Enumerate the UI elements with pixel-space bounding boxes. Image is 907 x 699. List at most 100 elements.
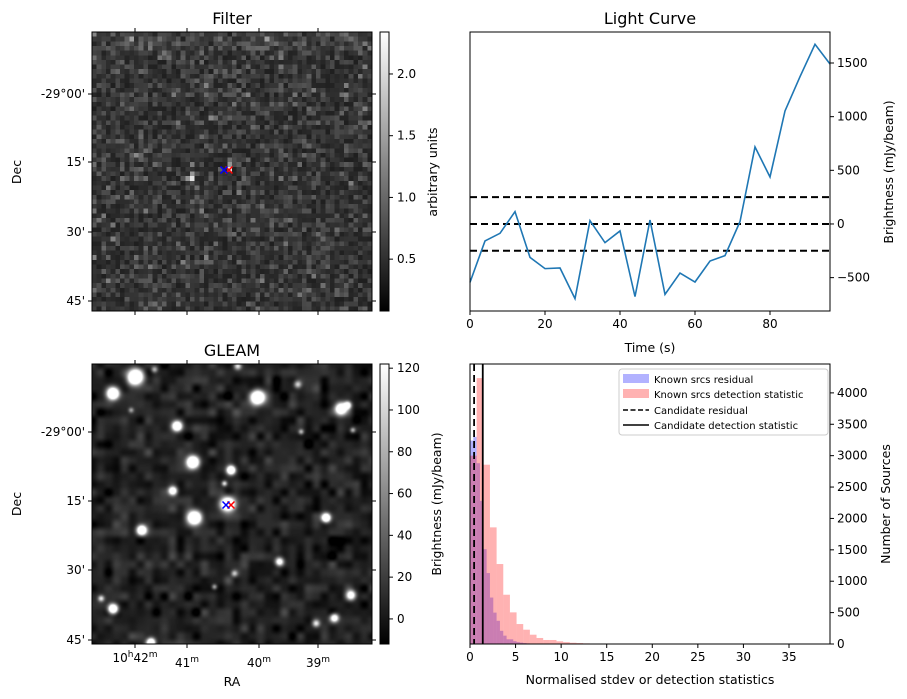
residual-hist-bar: [496, 620, 500, 644]
residual-hist-bar: [519, 642, 524, 644]
legend-label-candidate-residual: Candidate residual: [654, 406, 748, 417]
residual-hist-bar: [493, 612, 497, 644]
residual-hist-bar: [470, 440, 474, 644]
legend-label-detection: Known srcs detection statistic: [654, 390, 803, 401]
colorbar-tick-label: 20: [397, 570, 412, 584]
x-tick-label: 80: [762, 317, 777, 331]
detection-hist-bar: [489, 527, 497, 644]
ra-tick-part: 10: [112, 651, 127, 665]
filter-colorbar-label: arbitrary units: [425, 127, 440, 216]
detection-hist-bar: [536, 637, 544, 644]
dec-tick-label: 45': [66, 633, 85, 647]
dec-tick-label: 15': [66, 494, 85, 508]
residual-hist-bar: [499, 630, 504, 644]
colorbar-tick-label: 2.0: [397, 67, 416, 81]
legend-swatch-residual: [623, 374, 649, 383]
residual-hist-bar: [489, 597, 494, 644]
ra-tick-part: 42: [133, 651, 148, 665]
ra-tick-part: 40: [247, 656, 262, 670]
histogram-ylabel: Number of Sources: [878, 444, 893, 564]
histogram-axes-frame: [469, 363, 831, 645]
histogram-legend: Known srcs residual Known srcs detection…: [618, 368, 829, 436]
colorbar-tick-label: 0.5: [397, 252, 416, 266]
residual-hist-bar: [503, 635, 507, 644]
dec-tick-label: 30': [66, 563, 85, 577]
residual-hist-bar: [509, 639, 514, 644]
y-tick-label: 4000: [837, 386, 868, 400]
y-tick-label: 2500: [837, 480, 868, 494]
ra-tick-part: m: [262, 655, 271, 665]
detection-hist-bar: [523, 629, 530, 644]
filter-axes-frame: [91, 31, 373, 312]
ra-tick-part: m: [321, 655, 330, 665]
lightcurve-xlabel: Time (s): [624, 340, 676, 355]
gleam-title: GLEAM: [204, 341, 260, 360]
ra-tick-label: 41m: [175, 655, 199, 670]
colorbar-tick-label: 100: [397, 403, 420, 417]
y-tick-label: −500: [837, 271, 870, 285]
legend-swatch-detection: [623, 389, 649, 398]
light-curve-line: [469, 42, 831, 302]
colorbar-tick-label: 40: [397, 528, 412, 542]
x-tick-label: 15: [599, 650, 614, 664]
colorbar-tick-label: 0: [397, 612, 405, 626]
x-tick-label: 35: [781, 650, 796, 664]
residual-hist-bar: [476, 463, 480, 644]
colorbar-tick-label: 1.5: [397, 129, 416, 143]
legend-label-candidate-detection: Candidate detection statistic: [654, 421, 798, 432]
y-tick-label: 1000: [837, 110, 868, 124]
candidate-position-marker: [219, 165, 229, 175]
dec-tick-label: -29°00': [41, 87, 85, 101]
x-tick-label: 20: [537, 317, 552, 331]
ra-tick-part: m: [149, 650, 158, 660]
y-tick-label: 2000: [837, 511, 868, 525]
ra-tick-label: 10h42m: [112, 650, 157, 665]
gleam-colorbar-label: Brightness (mJy/beam): [429, 432, 444, 575]
gleam-colorbar: [379, 363, 390, 645]
gleam-dec-label: Dec: [9, 492, 24, 516]
histogram-xlabel: Normalised stdev or detection statistics: [526, 672, 775, 687]
x-tick-label: 20: [645, 650, 660, 664]
y-tick-label: 500: [837, 606, 860, 620]
colorbar-tick-label: 1.0: [397, 190, 416, 204]
y-tick-label: 0: [837, 217, 845, 231]
candidate-position-marker: [221, 500, 231, 510]
detection-hist-bar: [569, 642, 577, 644]
dec-tick-label: 15': [66, 155, 85, 169]
colorbar-tick-label: 60: [397, 487, 412, 501]
ra-tick-part: 41: [175, 656, 190, 670]
residual-hist-bar: [479, 500, 484, 644]
x-tick-label: 60: [687, 317, 702, 331]
gleam-axes-frame: [91, 363, 373, 645]
y-tick-label: 1500: [837, 543, 868, 557]
residual-hist-bar: [506, 639, 510, 644]
filter-title: Filter: [212, 9, 252, 28]
gleam-ra-label: RA: [224, 674, 241, 689]
x-tick-label: 40: [612, 317, 627, 331]
filter-image: [92, 32, 372, 311]
x-tick-label: 0: [466, 317, 474, 331]
legend-label-residual: Known srcs residual: [654, 375, 753, 386]
filter-dec-label: Dec: [9, 160, 24, 184]
x-tick-label: 30: [736, 650, 751, 664]
y-tick-label: 0: [837, 637, 845, 651]
residual-hist-bar: [516, 642, 520, 644]
lightcurve-axes-frame: [469, 31, 831, 312]
residual-hist-bar: [486, 573, 490, 644]
ra-tick-part: m: [190, 655, 199, 665]
colorbar-tick-label: 80: [397, 445, 412, 459]
residual-hist-bar: [483, 549, 487, 644]
y-tick-label: 500: [837, 163, 860, 177]
y-tick-label: 3000: [837, 449, 868, 463]
x-tick-label: 0: [466, 650, 474, 664]
detection-hist-bar: [556, 641, 564, 644]
detection-hist-bar: [483, 464, 490, 644]
x-tick-label: 10: [553, 650, 568, 664]
dec-tick-label: 30': [66, 225, 85, 239]
filter-colorbar: [379, 31, 390, 312]
x-tick-label: 25: [690, 650, 705, 664]
dec-tick-label: 45': [66, 294, 85, 308]
ra-tick-part: 39: [306, 656, 321, 670]
